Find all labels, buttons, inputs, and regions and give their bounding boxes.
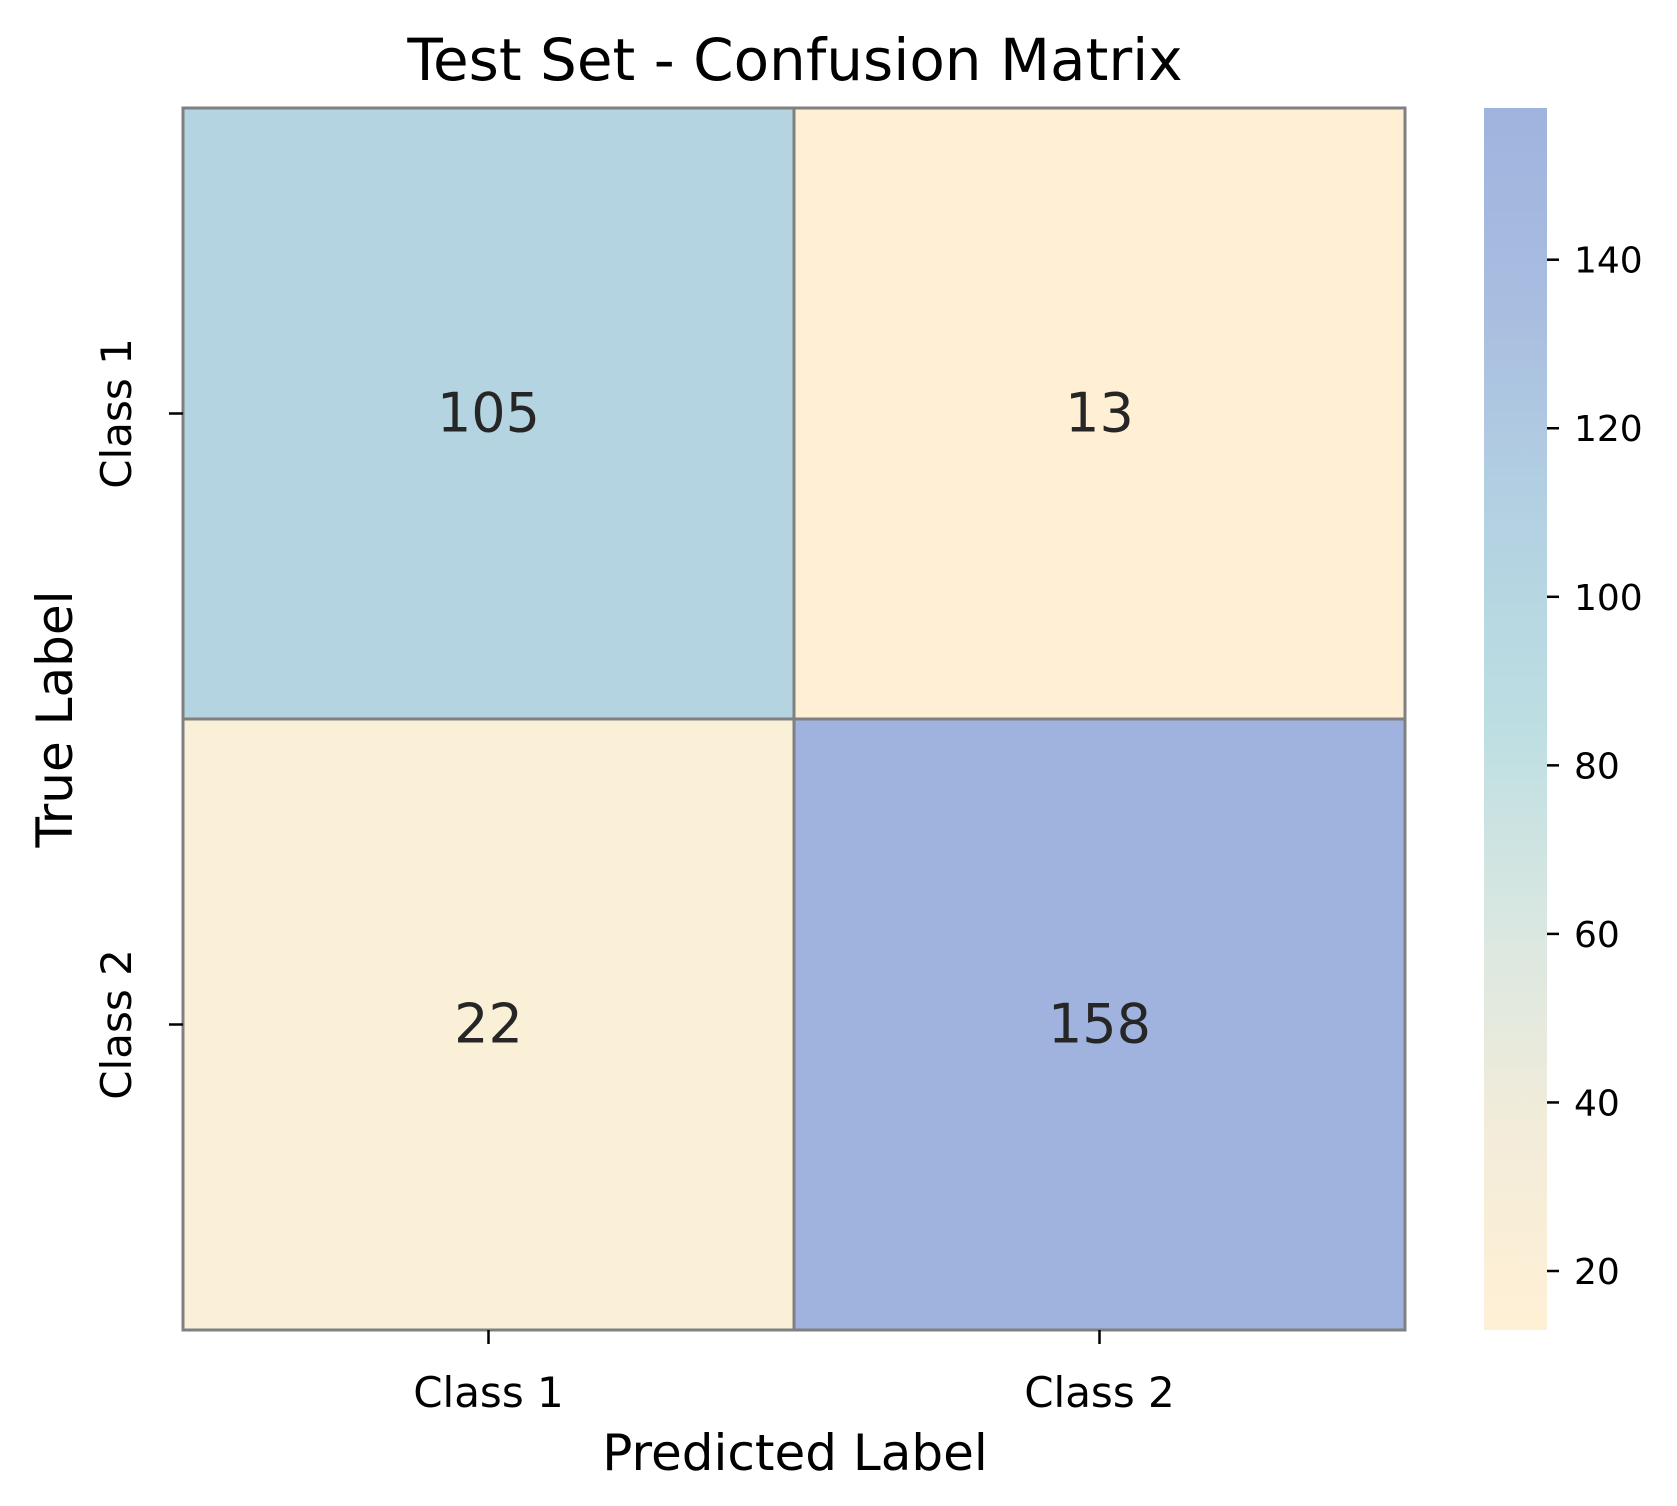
x-tick-label: Class 2 xyxy=(1024,1368,1175,1417)
x-axis-label: Predicted Label xyxy=(602,1424,988,1482)
heatmap-cell xyxy=(181,717,796,1332)
colorbar-tick-label: 120 xyxy=(1574,409,1643,450)
heatmap-cell xyxy=(792,106,1407,721)
heatmap-cell xyxy=(181,106,796,721)
colorbar: 20 40 60 80 100 120 140 xyxy=(1484,108,1643,1330)
colorbar-tick-label: 20 xyxy=(1574,1252,1620,1293)
cell-value-label: 105 xyxy=(437,382,540,445)
heatmap-cells: 105 13 22 158 xyxy=(181,106,1407,1332)
colorbar-tick-label: 60 xyxy=(1574,915,1620,956)
y-tick-label: Class 1 xyxy=(92,338,141,489)
colorbar-tick-label: 140 xyxy=(1574,241,1643,282)
cell-value-label: 22 xyxy=(454,993,523,1056)
heatmap-cell xyxy=(792,717,1407,1332)
chart-title: Test Set - Confusion Matrix xyxy=(406,26,1182,94)
cell-value-label: 158 xyxy=(1048,993,1151,1056)
colorbar-tick-label: 40 xyxy=(1574,1083,1620,1124)
axis-ticks: Class 1 Class 2 Class 1 Class 2 xyxy=(92,338,1175,1417)
colorbar-gradient xyxy=(1484,108,1547,1330)
colorbar-tick-label: 80 xyxy=(1574,746,1620,787)
cell-value-label: 13 xyxy=(1065,382,1134,445)
y-axis-label: True Label xyxy=(26,591,84,849)
y-tick-label: Class 2 xyxy=(92,949,141,1100)
x-tick-label: Class 1 xyxy=(413,1368,564,1417)
colorbar-tick-label: 100 xyxy=(1574,578,1643,619)
